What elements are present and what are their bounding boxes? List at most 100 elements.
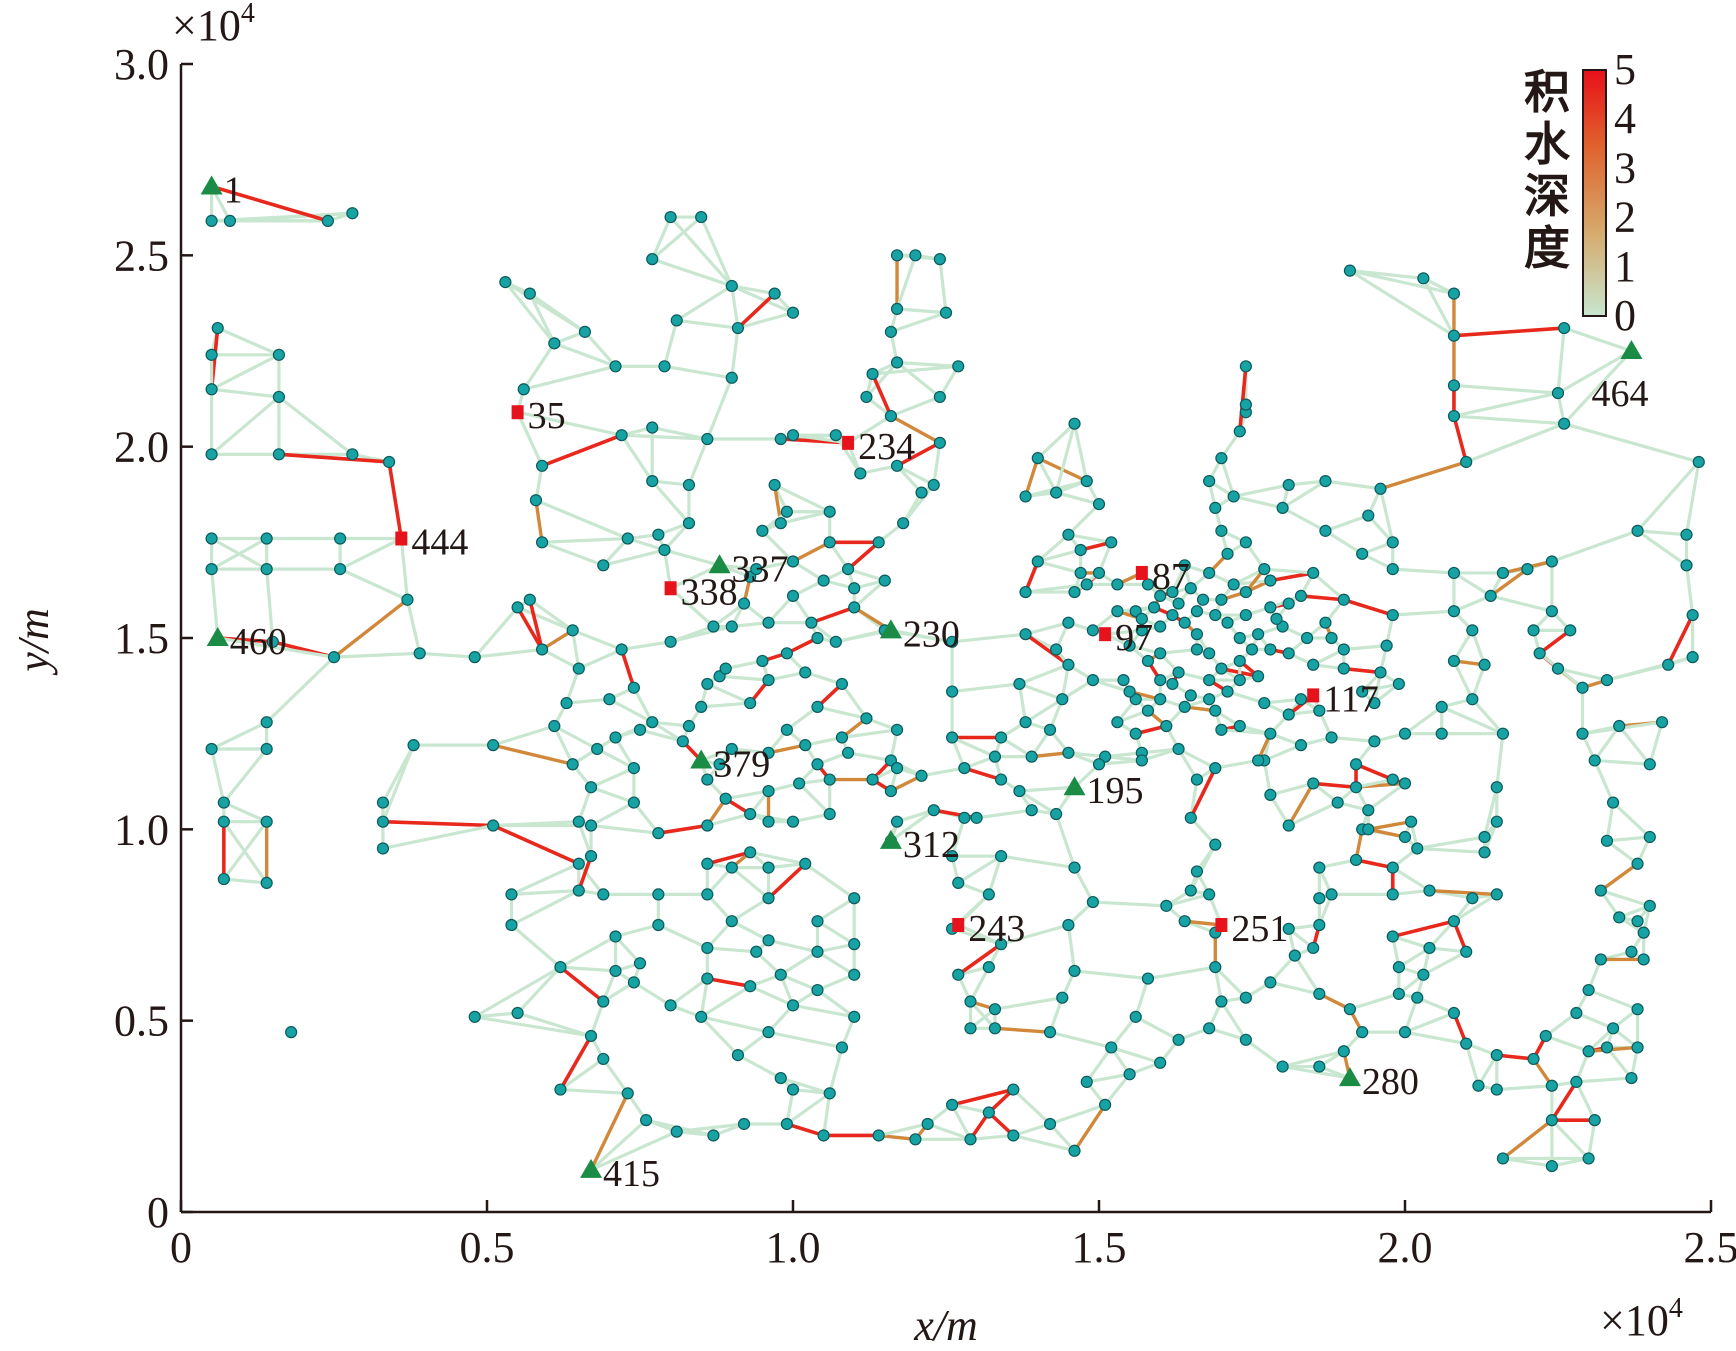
pipe-segment [383,745,414,822]
flood-node-marker [1099,627,1111,641]
junction-node [1063,747,1074,758]
junction-node [653,889,664,900]
junction-node [910,1134,921,1145]
junction-node [763,935,774,946]
flood-node-label: 251 [1231,908,1288,950]
junction-node [1577,682,1588,693]
junction-node [947,1099,958,1110]
junction-node [965,996,976,1007]
junction-node [1069,1145,1080,1156]
junction-node [1387,610,1398,621]
pipe-segment [817,952,854,975]
pipe-segment [1332,737,1375,741]
junction-node [488,820,499,831]
y-tick-label: 0 [147,1188,169,1237]
junction-node [659,361,670,372]
junction-node [1191,644,1202,655]
junction-node [726,862,737,873]
junction-node [849,969,860,980]
junction-node [1626,1073,1637,1084]
junction-node [1400,1027,1411,1038]
junction-node [1540,1030,1551,1041]
pipe-segment [1013,1090,1050,1124]
junction-node [1638,954,1649,965]
junction-node [800,667,811,678]
pipe-segment [1601,864,1638,891]
junction-node [1063,529,1074,540]
junction-node [989,1004,1000,1015]
junction-node [763,862,774,873]
junction-node [1314,862,1325,873]
junction-node [769,479,780,490]
pipe-segment [1019,665,1068,684]
junction-node [867,774,878,785]
flood-node-label: 338 [681,571,738,613]
junction-node [1032,556,1043,567]
pipe-segment [1246,1040,1283,1067]
junction-node [1357,548,1368,559]
junction-node [1295,590,1306,601]
junction-node [1136,755,1147,766]
pipe-segment [1546,1036,1589,1051]
pipe-segment [1234,485,1289,496]
flood-node-marker [1307,688,1319,702]
pipe-segment [1687,565,1693,615]
pipe-segment [995,1028,1050,1032]
pipe-segment [542,539,628,543]
y-axis-title: y/m [9,608,58,676]
junction-node [1320,476,1331,487]
junction-node [1118,675,1129,686]
junction-node [781,1118,792,1129]
junction-node [555,962,566,973]
junction-node [1057,694,1068,705]
junction-node [573,816,584,827]
pipe-segment [560,1036,591,1090]
pipe-segment [267,657,334,722]
junction-node [1057,992,1068,1003]
pipe-segment [493,745,573,764]
pipe-segment [664,550,719,565]
pipe-segment [224,803,267,822]
junction-node [1216,663,1227,674]
junction-node [1406,816,1417,827]
pipe-segment [634,982,671,1005]
junction-node [1387,774,1398,785]
pipe-segment [1564,424,1699,462]
junction-node [512,1008,523,1019]
junction-node [1228,579,1239,590]
junction-node [616,644,627,655]
junction-node [206,743,217,754]
pipe-segment [707,684,750,703]
pipe-segment [560,1059,603,1090]
junction-node [1479,659,1490,670]
pipe-segment [420,653,475,657]
junction-node [769,288,780,299]
junction-node [922,1118,933,1129]
flood-node-label: 35 [528,395,566,437]
junction-node [592,743,603,754]
junction-node [1644,759,1655,770]
junction-node [1497,1153,1508,1164]
junction-node [335,564,346,575]
junction-node [524,288,535,299]
junction-node [1259,698,1270,709]
junction-node [1045,1118,1056,1129]
junction-node [1436,701,1447,712]
junction-node [751,946,762,957]
junction-node [1240,587,1251,598]
junction-node [206,449,217,460]
junction-node [696,1011,707,1022]
junction-node [206,384,217,395]
junction-node [1204,675,1215,686]
flood-node-marker [952,918,964,932]
pipe-segment [542,649,579,668]
pipe-segment [212,749,224,803]
junction-node [812,985,823,996]
pipe-segment [1301,596,1344,600]
junction-node [616,430,627,441]
pipe-segment [579,649,622,668]
junction-node [1240,992,1251,1003]
junction-node [1418,969,1429,980]
x-axis-title: x/m [913,1301,978,1346]
